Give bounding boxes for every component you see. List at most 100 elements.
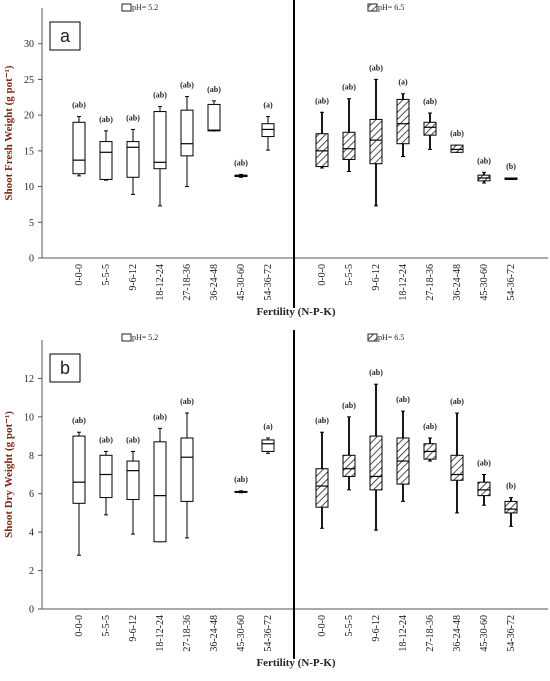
panel-label: a [60,26,71,46]
x-tick-label: 0-0-0 [317,264,328,286]
y-tick-label: 6 [29,489,34,500]
box [126,141,140,178]
significance-letter: (ab) [126,435,140,444]
x-tick-label: 9-6-12 [371,615,382,642]
x-tick-label: 54-36-72 [506,615,517,652]
box [315,468,329,508]
x-tick-label: 36-24-48 [209,615,220,652]
x-tick-label: 27-18-36 [425,615,436,652]
x-tick-label: 5-5-5 [101,264,112,286]
legend-label: pH= 5.2 [132,3,158,12]
significance-letter: (ab) [315,416,329,425]
x-tick-label: 5-5-5 [344,615,355,637]
significance-letter: (ab) [315,96,329,105]
legend-swatch [367,3,378,12]
y-tick-label: 12 [24,374,34,385]
significance-letter: (ab) [207,85,221,94]
y-tick-label: 0 [29,254,34,265]
x-tick-label: 45-30-60 [236,615,247,652]
x-axis-label: Fertility (N-P-K) [256,306,335,318]
box [342,131,356,160]
panel-label: b [60,358,70,378]
box [99,454,113,499]
y-tick-label: 30 [24,39,34,50]
significance-letter: (ab) [72,101,86,110]
significance-letter: (ab) [342,401,356,410]
x-tick-label: 9-6-12 [371,264,382,291]
x-tick-label: 18-12-24 [155,615,166,652]
box [99,141,113,180]
y-tick-label: 0 [29,605,34,616]
significance-letter: (ab) [477,156,491,165]
significance-letter: (ab) [450,129,464,138]
x-tick-label: 0-0-0 [317,615,328,637]
significance-letter: (ab) [477,459,491,468]
x-tick-label: 36-24-48 [452,264,463,301]
x-tick-label: 27-18-36 [425,264,436,301]
box [477,481,491,497]
box [369,118,383,165]
box [72,435,86,504]
significance-letter: (ab) [369,63,383,72]
x-tick-label: 18-12-24 [398,615,409,652]
x-tick-label: 18-12-24 [398,264,409,301]
x-tick-label: 0-0-0 [74,264,85,286]
panel-label-box [49,21,81,51]
box [207,103,221,132]
x-tick-label: 27-18-36 [182,264,193,301]
box [369,435,383,491]
y-tick-label: 2 [29,566,34,577]
legend-swatch [367,333,378,342]
significance-letter: (a) [263,101,273,110]
box [126,460,140,500]
significance-letter: (ab) [153,91,167,100]
significance-letter: (ab) [180,397,194,406]
significance-letter: (b) [506,162,516,171]
box [423,121,437,136]
y-tick-label: 15 [24,146,34,157]
legend-label: pH= 6.5 [378,3,404,12]
box [180,437,194,502]
box [72,121,86,175]
significance-letter: (ab) [234,158,248,167]
significance-letter: (ab) [126,113,140,122]
box [180,109,194,157]
x-tick-label: 54-36-72 [263,615,274,652]
box [396,98,410,145]
significance-letter: (ab) [234,475,248,484]
box [315,133,329,168]
y-tick-label: 10 [24,182,34,193]
x-tick-label: 18-12-24 [155,264,166,301]
legend-label: pH= 6.5 [378,333,404,342]
significance-letter: (ab) [180,81,194,90]
box [342,454,356,477]
x-tick-label: 5-5-5 [101,615,112,637]
box [153,441,167,543]
significance-letter: (ab) [72,416,86,425]
significance-letter: (ab) [423,97,437,106]
significance-letter: (b) [506,482,516,491]
box [450,144,464,153]
x-tick-label: 45-30-60 [479,615,490,652]
x-tick-label: 45-30-60 [479,264,490,301]
box [261,123,275,138]
x-tick-label: 27-18-36 [182,615,193,652]
panel-label-box [49,353,81,383]
x-tick-label: 9-6-12 [128,615,139,642]
significance-letter: (ab) [423,422,437,431]
y-tick-label: 8 [29,451,34,462]
legend-swatch [121,3,132,12]
significance-letter: (a) [263,422,273,431]
x-tick-label: 9-6-12 [128,264,139,291]
box [504,500,518,514]
legend-swatch [121,333,132,342]
x-axis-label: Fertility (N-P-K) [256,657,335,669]
box [153,111,167,170]
significance-letter: (ab) [369,368,383,377]
y-tick-label: 10 [24,412,34,423]
y-tick-label: 4 [29,528,34,539]
box [261,439,275,452]
significance-letter: (ab) [342,83,356,92]
significance-letter: (ab) [396,395,410,404]
y-axis-label: Shoot Dry Weight (g pot⁻¹) [3,411,15,538]
